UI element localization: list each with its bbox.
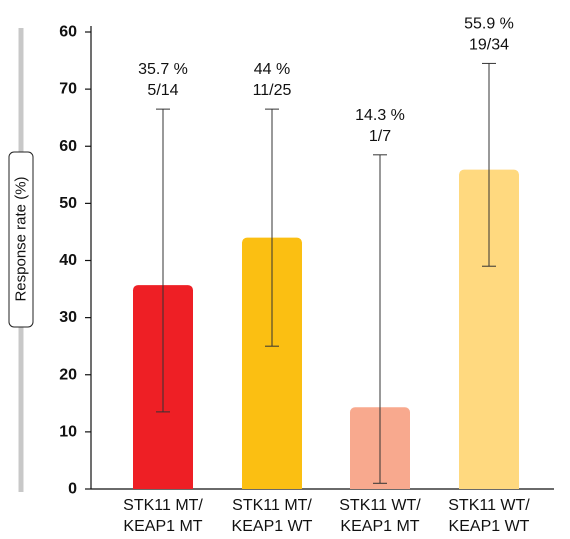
category-label: STK11 MT/ <box>232 497 312 514</box>
category-label: KEAP1 MT <box>123 518 202 535</box>
category-label: STK11 MT/ <box>123 497 203 514</box>
bar-base <box>350 481 410 489</box>
bar-base <box>133 481 193 489</box>
data-label: 44 % <box>254 61 290 78</box>
category-label: STK11 WT/ <box>448 497 530 514</box>
data-labels: 35.7 % 5/14 44 % 11/25 14.3 % 1/7 55.9 % 19/34 <box>138 15 514 144</box>
data-label: 5/14 <box>147 82 178 99</box>
data-label: 1/7 <box>369 128 391 145</box>
bar <box>242 237 302 489</box>
data-label: 19/34 <box>469 36 509 53</box>
y-tick-label: 20 <box>59 366 77 383</box>
data-label: 11/25 <box>253 82 292 99</box>
y-tick-label: 70 <box>59 81 77 98</box>
data-label: 55.9 % <box>464 15 514 32</box>
y-tick-label: 30 <box>59 309 77 326</box>
y-axis-label: Response rate (%) <box>13 176 30 301</box>
y-tick-label: 10 <box>59 423 77 440</box>
category-labels: STK11 MT/KEAP1 MT STK11 MT/KEAP1 WT STK11 … <box>123 497 530 535</box>
y-tick-label: 40 <box>59 252 77 269</box>
bar <box>459 169 519 489</box>
error-bars <box>156 62 496 484</box>
bar-base <box>242 481 302 489</box>
bars <box>133 169 519 489</box>
y-tick-label: 60 <box>59 24 77 41</box>
category-label: KEAP1 WT <box>449 518 530 535</box>
category-label: STK11 WT/ <box>339 497 421 514</box>
y-tick-label: 0 <box>68 481 77 498</box>
ylabel-box: Response rate (%) <box>8 151 34 328</box>
ylabel-frame <box>8 151 34 328</box>
bar-base <box>459 481 519 489</box>
y-ticks: 0 10 20 30 40 50 60 70 60 <box>59 24 91 498</box>
y-tick-label: 60 <box>59 138 77 155</box>
category-label: KEAP1 WT <box>232 518 313 535</box>
y-tick-label: 50 <box>59 195 77 212</box>
category-label: KEAP1 MT <box>340 518 419 535</box>
data-label: 35.7 % <box>138 61 188 78</box>
data-label: 14.3 % <box>355 107 405 124</box>
